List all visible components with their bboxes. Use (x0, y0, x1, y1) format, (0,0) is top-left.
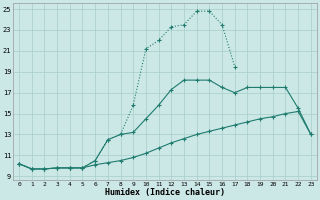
X-axis label: Humidex (Indice chaleur): Humidex (Indice chaleur) (105, 188, 225, 197)
